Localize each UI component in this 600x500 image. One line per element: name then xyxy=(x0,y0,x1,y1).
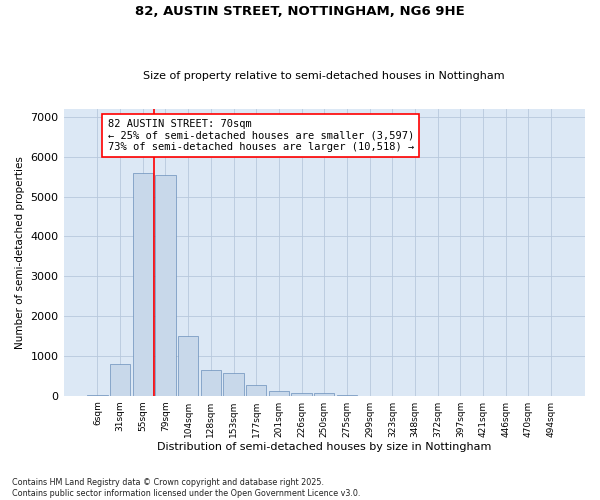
Title: Size of property relative to semi-detached houses in Nottingham: Size of property relative to semi-detach… xyxy=(143,70,505,81)
Text: 82, AUSTIN STREET, NOTTINGHAM, NG6 9HE: 82, AUSTIN STREET, NOTTINGHAM, NG6 9HE xyxy=(135,5,465,18)
Bar xyxy=(314,394,334,396)
Text: Contains HM Land Registry data © Crown copyright and database right 2025.
Contai: Contains HM Land Registry data © Crown c… xyxy=(12,478,361,498)
Bar xyxy=(269,390,289,396)
Bar xyxy=(223,372,244,396)
X-axis label: Distribution of semi-detached houses by size in Nottingham: Distribution of semi-detached houses by … xyxy=(157,442,491,452)
Bar xyxy=(337,394,357,396)
Bar xyxy=(87,395,107,396)
Bar xyxy=(178,336,199,396)
Bar xyxy=(133,173,153,396)
Bar xyxy=(155,174,176,396)
Bar xyxy=(246,384,266,396)
Bar xyxy=(292,392,312,396)
Bar xyxy=(200,370,221,396)
Y-axis label: Number of semi-detached properties: Number of semi-detached properties xyxy=(15,156,25,349)
Bar xyxy=(110,364,130,396)
Text: 82 AUSTIN STREET: 70sqm
← 25% of semi-detached houses are smaller (3,597)
73% of: 82 AUSTIN STREET: 70sqm ← 25% of semi-de… xyxy=(107,119,414,152)
